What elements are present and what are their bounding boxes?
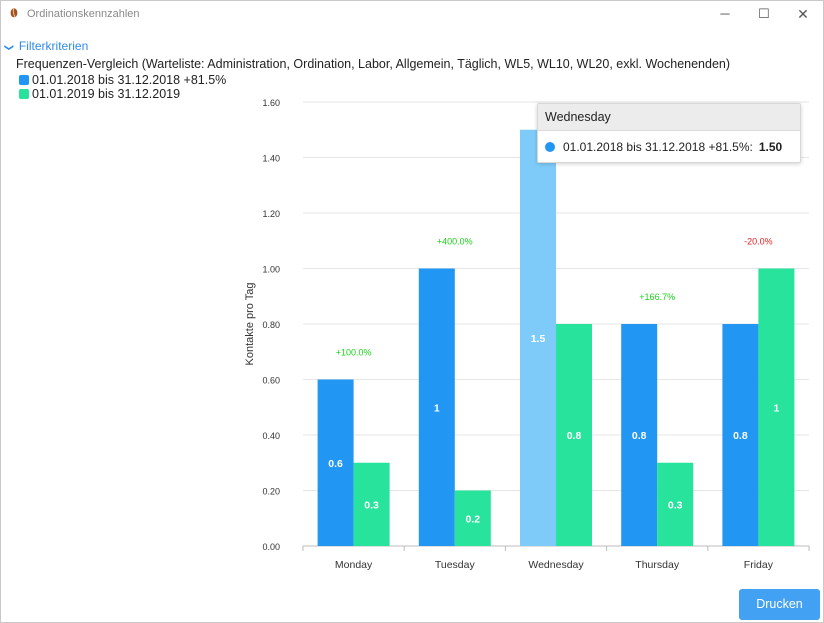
y-tick-label: 1.20 (262, 209, 280, 219)
bar-data-label: 1.5 (531, 333, 546, 345)
x-tick-label: Monday (335, 559, 373, 571)
y-tick-label: 0.20 (262, 487, 280, 497)
maximize-button[interactable]: ☐ (758, 6, 770, 21)
y-tick-label: 0.60 (262, 376, 280, 386)
window-title: Ordinationskennzahlen (27, 8, 140, 20)
tooltip-title: Wednesday (538, 104, 800, 131)
x-tick-label: Friday (744, 559, 774, 571)
bar-series-2 (758, 268, 795, 546)
legend-swatch-series-2 (19, 89, 29, 99)
bar-data-label: 1 (434, 402, 440, 414)
title-bar: Ordinationskennzahlen ─ ☐ ✕ (1, 1, 823, 27)
change-annotation: +400.0% (437, 237, 473, 247)
bar-series-1 (520, 129, 556, 546)
bar-series-1 (418, 268, 455, 546)
x-tick-label: Tuesday (435, 559, 476, 571)
chart-title: Frequenzen-Vergleich (Warteliste: Admini… (16, 57, 731, 71)
change-annotation: -20.0% (744, 237, 773, 247)
legend-item-series-1[interactable]: 01.01.2018 bis 31.12.2018 +81.5% (19, 73, 226, 87)
bar-series-1 (621, 324, 658, 546)
bar-data-label: 0.3 (364, 499, 379, 511)
close-button[interactable]: ✕ (797, 6, 809, 22)
tooltip-series-label: 01.01.2018 bis 31.12.2018 +81.5%: (563, 140, 753, 154)
y-tick-label: 1.00 (262, 265, 280, 275)
print-button[interactable]: Drucken (739, 589, 820, 620)
change-annotation: +166.7% (639, 292, 675, 302)
bar-series-2 (454, 490, 491, 546)
bar-series-2 (556, 324, 592, 546)
bar-series-1 (317, 379, 354, 546)
y-tick-label: 0.80 (262, 320, 280, 330)
legend-label-series-2: 01.01.2019 bis 31.12.2019 (32, 87, 181, 101)
bar-series-2 (353, 462, 390, 546)
app-icon (10, 7, 18, 18)
tooltip-value: 1.50 (758, 140, 783, 154)
y-axis-title: Kontakte pro Tag (244, 283, 256, 366)
bar-data-label: 0.3 (668, 499, 683, 511)
chart-tooltip: Wednesday 01.01.2018 bis 31.12.2018 +81.… (537, 103, 801, 163)
filter-criteria-toggle[interactable]: ❯ Filterkriterien (4, 39, 89, 53)
y-tick-label: 1.40 (262, 154, 280, 164)
y-tick-label: 1.60 (262, 98, 280, 108)
minimize-button[interactable]: ─ (720, 6, 730, 21)
x-tick-label: Wednesday (528, 559, 584, 571)
bar-data-label: 0.6 (328, 458, 343, 470)
filter-criteria-label: Filterkriterien (18, 39, 89, 53)
change-annotation: +100.0% (336, 348, 372, 358)
bar-data-label: 0.2 (465, 513, 480, 525)
legend-label-series-1: 01.01.2018 bis 31.12.2018 +81.5% (32, 73, 227, 87)
legend-swatch-series-1 (19, 75, 29, 85)
bar-data-label: 0.8 (632, 430, 647, 442)
y-tick-label: 0.00 (262, 542, 280, 552)
legend-item-series-2[interactable]: 01.01.2019 bis 31.12.2019 (19, 87, 180, 101)
bar-data-label: 1 (773, 402, 779, 414)
bar-data-label: 0.8 (567, 430, 582, 442)
bar-series-1 (722, 324, 759, 546)
bar-series-2 (657, 462, 694, 546)
tooltip-series-dot (545, 142, 555, 152)
tooltip-row: 01.01.2018 bis 31.12.2018 +81.5%: 1.50 (538, 131, 800, 163)
bar-data-label: 0.8 (733, 430, 748, 442)
x-tick-label: Thursday (635, 559, 680, 571)
bar-chart: 0.00 0.20 0.40 0.60 0.80 1.00 1.20 1.40 1.60 Kont… (244, 98, 810, 571)
y-tick-label: 0.40 (262, 431, 280, 441)
